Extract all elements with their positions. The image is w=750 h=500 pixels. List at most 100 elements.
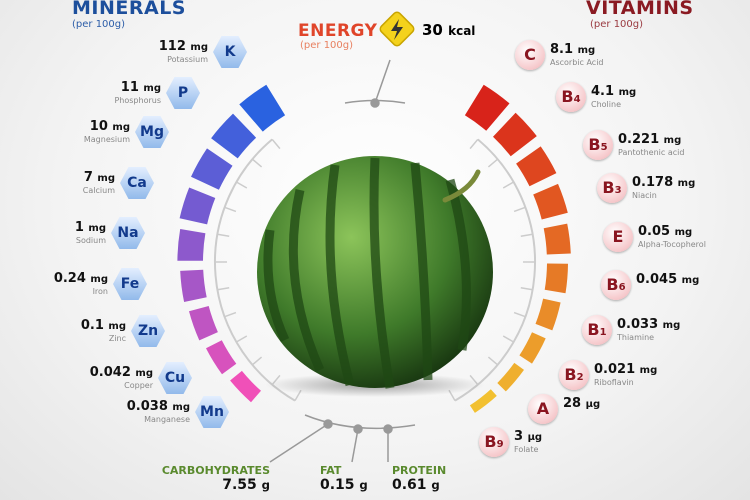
mineral-unit: mg xyxy=(90,274,108,285)
ring-tick xyxy=(502,335,514,343)
ring-tick xyxy=(236,181,248,189)
mineral-value: 10 mg xyxy=(84,119,130,135)
mineral-text: 7 mg Calcium xyxy=(83,170,115,196)
vitamin-bars xyxy=(464,84,571,413)
macro-label: CARBOHYDRATES xyxy=(161,464,270,477)
mineral-symbol-hexagon: Cu xyxy=(158,362,192,394)
mineral-value: 112 mg xyxy=(159,39,208,55)
ring-tick xyxy=(502,181,514,189)
mineral-text: 0.038 mg Manganese xyxy=(127,399,190,425)
mineral-symbol-hexagon: P xyxy=(166,77,200,109)
mineral-name: Magnesium xyxy=(83,135,130,144)
energy-title: ENERGY xyxy=(298,21,378,41)
mineral-amount: 1 xyxy=(74,220,84,235)
mineral-name: Potassium xyxy=(167,55,208,64)
vitamin-letter: B xyxy=(588,135,601,154)
vitamin-bar-b4 xyxy=(493,112,537,157)
energy-value: 30 kcal xyxy=(422,21,475,40)
macro-unit: g xyxy=(261,478,270,492)
mineral-unit: mg xyxy=(172,402,190,413)
vitamin-amount: 0.021 xyxy=(594,362,636,377)
vitamin-name: Niacin xyxy=(632,191,657,200)
vitamin-text: 0.021 mg Riboflavin xyxy=(594,362,657,388)
vitamin-text: 28 µg xyxy=(563,396,600,412)
mineral-unit: mg xyxy=(108,321,126,332)
mineral-bar-mg xyxy=(191,148,233,190)
macro-label: FAT xyxy=(320,464,342,477)
ring-tick xyxy=(251,158,263,168)
mineral-bars xyxy=(177,84,286,403)
ring-arc-right xyxy=(454,138,536,402)
vitamin-bar-b3 xyxy=(533,183,568,220)
mineral-bar-p xyxy=(211,113,257,159)
vitamin-text: 0.178 mg Niacin xyxy=(632,175,695,201)
ring-tick xyxy=(469,138,479,150)
mineral-text: 1 mg Sodium xyxy=(75,220,106,246)
vitamin-text: 0.05 mg Alpha-Tocopherol xyxy=(638,224,706,250)
ring-tick xyxy=(513,311,526,318)
ring-tick xyxy=(271,138,281,150)
energy-subtitle: (per 100g) xyxy=(300,40,354,51)
mineral-name: Iron xyxy=(92,287,108,296)
vitamin-letter: E xyxy=(612,227,624,246)
vitamin-name: Ascorbic Acid xyxy=(550,58,604,67)
ring-tick xyxy=(217,286,230,291)
ring-tick xyxy=(251,356,263,366)
vitamins-subtitle: (per 100g) xyxy=(590,19,644,30)
mineral-text: 0.1 mg Zinc xyxy=(81,318,126,344)
vitamin-value: 0.045 mg xyxy=(636,272,699,288)
vitamin-bar-b5 xyxy=(516,146,557,187)
vitamin-bar-b1 xyxy=(535,298,561,331)
mineral-unit: mg xyxy=(143,83,161,94)
mineral-bar-ca xyxy=(179,187,216,225)
vitamin-name: Alpha-Tocopherol xyxy=(638,240,706,249)
mineral-amount: 0.042 xyxy=(89,365,131,380)
ring-tick xyxy=(520,233,533,238)
macro-value: 7.55 g xyxy=(155,477,270,493)
vitamin-text: 4.1 mg Choline xyxy=(591,84,636,110)
vitamin-text: 8.1 mg Ascorbic Acid xyxy=(550,42,604,68)
mineral-amount: 0.24 xyxy=(53,271,86,286)
mineral-amount: 7 xyxy=(83,170,93,185)
ring-arc-left xyxy=(214,138,296,402)
mineral-text: 11 mg Phosphorus xyxy=(114,80,161,106)
ring-tick xyxy=(487,158,499,168)
vitamin-badge: C xyxy=(515,40,545,70)
vitamin-text: 3 µg Folate xyxy=(514,429,542,455)
energy-number: 30 xyxy=(422,21,443,39)
vitamin-bar-a xyxy=(497,362,524,392)
mineral-unit: mg xyxy=(190,42,208,53)
macro-value: 0.61 g xyxy=(392,477,462,493)
mineral-bar-zn xyxy=(189,306,218,341)
mineral-unit: mg xyxy=(112,122,130,133)
vitamin-badge: A xyxy=(528,394,558,424)
watermelon-image xyxy=(257,156,493,389)
vitamin-amount: 0.033 xyxy=(617,317,659,332)
mineral-value: 0.1 mg xyxy=(81,318,126,334)
macro-protein: PROTEIN 0.61 g xyxy=(392,464,462,493)
vitamin-value: 0.178 mg xyxy=(632,175,695,191)
mineral-text: 112 mg Potassium xyxy=(159,39,208,65)
mineral-unit: mg xyxy=(88,223,106,234)
mineral-value: 0.24 mg xyxy=(54,271,108,287)
mineral-bar-fe xyxy=(180,269,207,302)
mineral-value: 0.038 mg xyxy=(127,399,190,415)
vitamin-amount: 0.178 xyxy=(632,175,674,190)
vitamin-value: 3 µg xyxy=(514,429,542,445)
macro-amount: 7.55 xyxy=(222,477,257,493)
vitamin-amount: 4.1 xyxy=(591,84,615,99)
vitamin-amount: 0.221 xyxy=(618,132,660,147)
vitamin-value: 8.1 mg xyxy=(550,42,604,58)
macro-value: 0.15 g xyxy=(320,477,370,493)
vitamin-letter: B xyxy=(587,320,600,339)
vitamin-bar-b6 xyxy=(544,263,568,294)
mineral-amount: 0.038 xyxy=(126,399,168,414)
minerals-subtitle: (per 100g) xyxy=(72,19,126,30)
macro-unit: g xyxy=(431,478,440,492)
vitamin-unit: mg xyxy=(577,45,596,56)
